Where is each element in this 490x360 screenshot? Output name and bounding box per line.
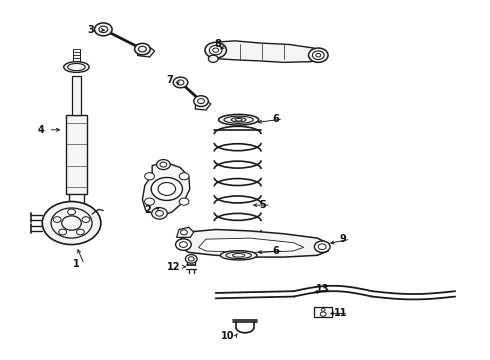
Text: 9: 9 (340, 234, 346, 244)
Text: 4: 4 (37, 125, 44, 135)
Text: 1: 1 (73, 259, 80, 269)
Polygon shape (138, 46, 155, 57)
FancyBboxPatch shape (72, 76, 81, 116)
Circle shape (42, 202, 101, 244)
Circle shape (145, 173, 154, 180)
Ellipse shape (219, 114, 259, 125)
Polygon shape (176, 227, 194, 237)
Polygon shape (211, 41, 323, 62)
Circle shape (157, 159, 170, 170)
Circle shape (320, 312, 326, 316)
Circle shape (180, 230, 187, 235)
Polygon shape (195, 99, 211, 110)
Ellipse shape (220, 251, 257, 260)
Circle shape (151, 177, 182, 201)
Circle shape (209, 45, 222, 55)
Circle shape (175, 239, 191, 250)
Text: 6: 6 (272, 114, 279, 124)
Circle shape (205, 42, 226, 58)
FancyBboxPatch shape (315, 307, 332, 317)
Circle shape (152, 208, 167, 219)
Circle shape (309, 48, 328, 62)
Polygon shape (179, 229, 329, 257)
Text: 5: 5 (260, 200, 267, 210)
Circle shape (135, 43, 150, 55)
Circle shape (95, 23, 112, 36)
Circle shape (313, 51, 324, 59)
Text: 13: 13 (317, 284, 330, 294)
Ellipse shape (231, 118, 246, 122)
Circle shape (53, 217, 61, 222)
Circle shape (76, 229, 84, 235)
Polygon shape (198, 238, 304, 252)
Ellipse shape (224, 116, 253, 123)
Circle shape (82, 217, 90, 222)
Text: 2: 2 (144, 206, 150, 216)
Text: 11: 11 (334, 309, 347, 318)
Circle shape (194, 96, 208, 107)
Circle shape (208, 55, 218, 62)
Polygon shape (143, 162, 190, 216)
Circle shape (179, 198, 189, 205)
Text: 3: 3 (88, 25, 95, 35)
Text: 7: 7 (166, 75, 172, 85)
Ellipse shape (226, 252, 251, 258)
Text: 12: 12 (168, 262, 181, 272)
Circle shape (185, 255, 197, 263)
Circle shape (59, 229, 67, 235)
Text: 10: 10 (221, 331, 235, 341)
Text: 8: 8 (215, 40, 221, 49)
Circle shape (179, 173, 189, 180)
Circle shape (173, 77, 188, 88)
Ellipse shape (64, 62, 89, 72)
Text: 6: 6 (272, 246, 279, 256)
Circle shape (68, 209, 75, 215)
Circle shape (315, 241, 330, 252)
FancyBboxPatch shape (66, 116, 87, 194)
Circle shape (145, 198, 154, 205)
